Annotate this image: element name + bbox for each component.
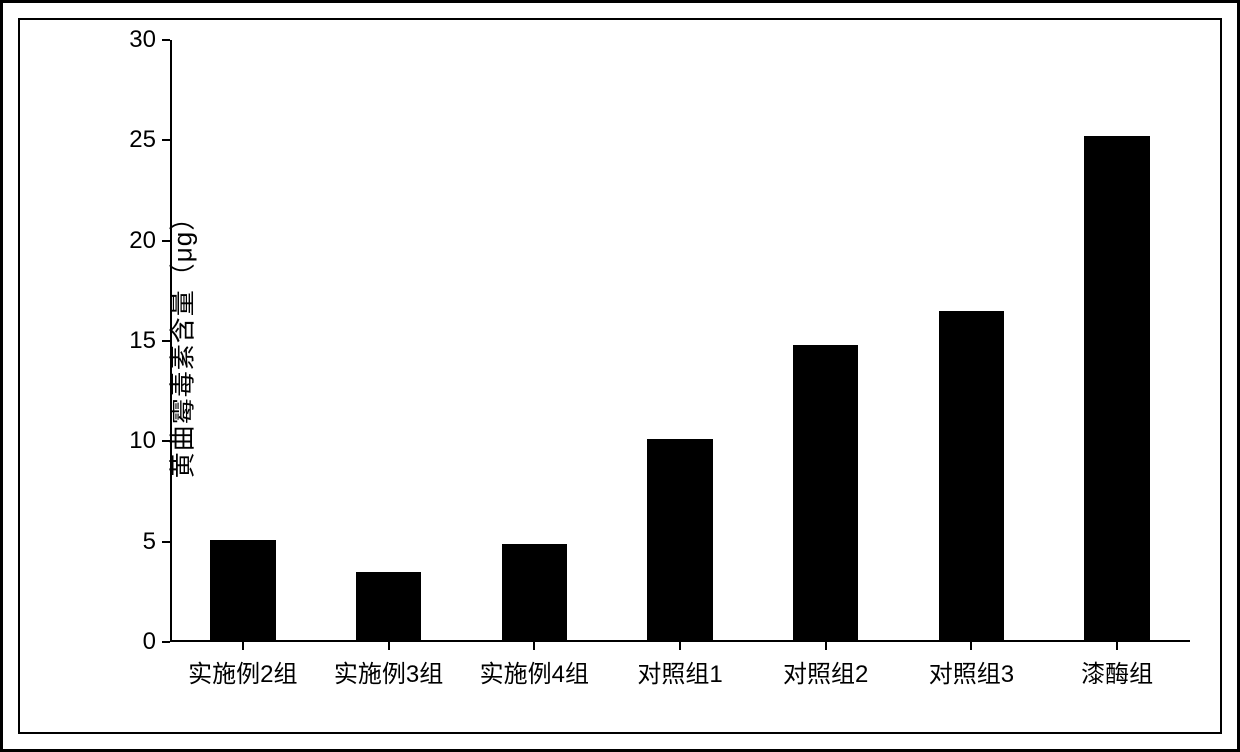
y-tick-label: 15 (129, 327, 170, 355)
x-tick-label: 实施例4组 (480, 642, 589, 689)
bar-5 (939, 311, 1005, 642)
y-tick-label: 30 (129, 26, 170, 54)
chart-inner-panel: 黄曲霉毒素含量（μg） 051015202530实施例2组实施例3组实施例4组对… (18, 18, 1222, 734)
bar-3 (647, 439, 713, 642)
x-tick-label: 对照组3 (929, 642, 1014, 689)
y-tick-label: 0 (143, 628, 170, 656)
y-tick-label: 20 (129, 227, 170, 255)
chart-outer-frame: 黄曲霉毒素含量（μg） 051015202530实施例2组实施例3组实施例4组对… (0, 0, 1240, 752)
bar-4 (793, 345, 859, 642)
y-tick-label: 25 (129, 126, 170, 154)
bar-2 (502, 544, 568, 642)
x-tick-label: 对照组2 (783, 642, 868, 689)
y-tick-label: 5 (143, 528, 170, 556)
bar-0 (210, 540, 276, 642)
bar-1 (356, 572, 422, 642)
x-tick-label: 漆酶组 (1081, 642, 1153, 689)
bar-6 (1084, 136, 1150, 642)
x-tick-label: 实施例2组 (188, 642, 297, 689)
x-tick-label: 对照组1 (637, 642, 722, 689)
y-tick-label: 10 (129, 427, 170, 455)
x-tick-label: 实施例3组 (334, 642, 443, 689)
chart-plot-area: 黄曲霉毒素含量（μg） 051015202530实施例2组实施例3组实施例4组对… (170, 40, 1190, 642)
